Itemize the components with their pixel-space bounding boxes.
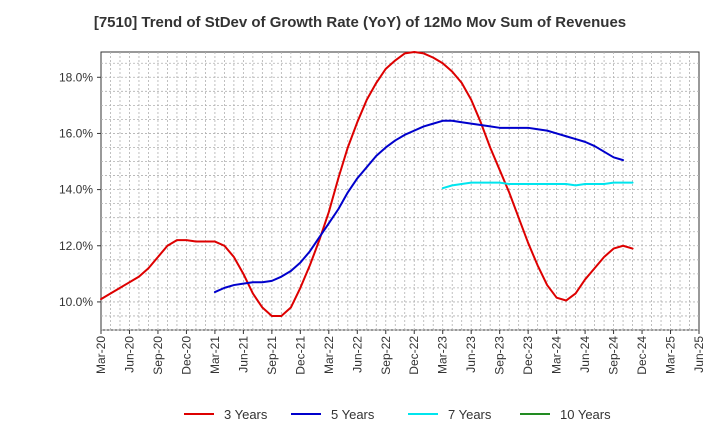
x-tick-label: Dec-23 bbox=[521, 336, 535, 375]
legend: 3 Years 5 Years 7 Years 10 Years bbox=[184, 407, 611, 422]
legend-label: 3 Years bbox=[224, 407, 268, 422]
series-layer bbox=[100, 51, 634, 317]
x-tick-label: Jun-25 bbox=[692, 336, 706, 373]
plot-area bbox=[100, 51, 700, 331]
x-tick-label: Mar-24 bbox=[550, 336, 564, 374]
legend-label: 5 Years bbox=[331, 407, 375, 422]
x-tick-label: Mar-22 bbox=[322, 336, 336, 374]
x-tick-label: Jun-23 bbox=[464, 336, 478, 373]
x-tick-label: Dec-21 bbox=[293, 336, 307, 375]
series-line-5-years bbox=[213, 119, 625, 294]
x-tick-label: Sep-21 bbox=[265, 336, 279, 375]
x-tick-label: Jun-24 bbox=[578, 336, 592, 373]
x-tick-label: Dec-24 bbox=[635, 336, 649, 375]
x-tick-label: Sep-20 bbox=[151, 336, 165, 375]
x-tick-label: Dec-22 bbox=[407, 336, 421, 375]
x-tick-label: Mar-21 bbox=[208, 336, 222, 374]
y-tick-label: 12.0% bbox=[59, 239, 93, 253]
y-tick-label: 10.0% bbox=[59, 295, 93, 309]
y-tick-label: 18.0% bbox=[59, 70, 93, 84]
y-tick-label: 16.0% bbox=[59, 126, 93, 140]
x-tick-label: Dec-20 bbox=[179, 336, 193, 375]
x-tick-label: Mar-23 bbox=[436, 336, 450, 374]
y-tick-label: 14.0% bbox=[59, 183, 93, 197]
legend-label: 7 Years bbox=[448, 407, 492, 422]
x-tick-label: Mar-20 bbox=[94, 336, 108, 374]
x-tick-label: Jun-20 bbox=[122, 336, 136, 373]
x-tick-label: Mar-25 bbox=[664, 336, 678, 374]
x-tick-label: Sep-24 bbox=[607, 336, 621, 375]
x-tick-label: Sep-23 bbox=[493, 336, 507, 375]
series-line-7-years bbox=[441, 181, 634, 190]
series-line-3-years bbox=[100, 51, 634, 317]
x-tick-label: Jun-22 bbox=[350, 336, 364, 373]
legend-label: 10 Years bbox=[560, 407, 611, 422]
x-tick-label: Sep-22 bbox=[379, 336, 393, 375]
x-tick-label: Jun-21 bbox=[236, 336, 250, 373]
axis-layer: 10.0% 12.0% 14.0% 16.0% 18.0% Mar-20 Jun-20 Sep… bbox=[59, 70, 706, 374]
chart-title: [7510] Trend of StDev of Growth Rate (Yo… bbox=[93, 14, 627, 31]
